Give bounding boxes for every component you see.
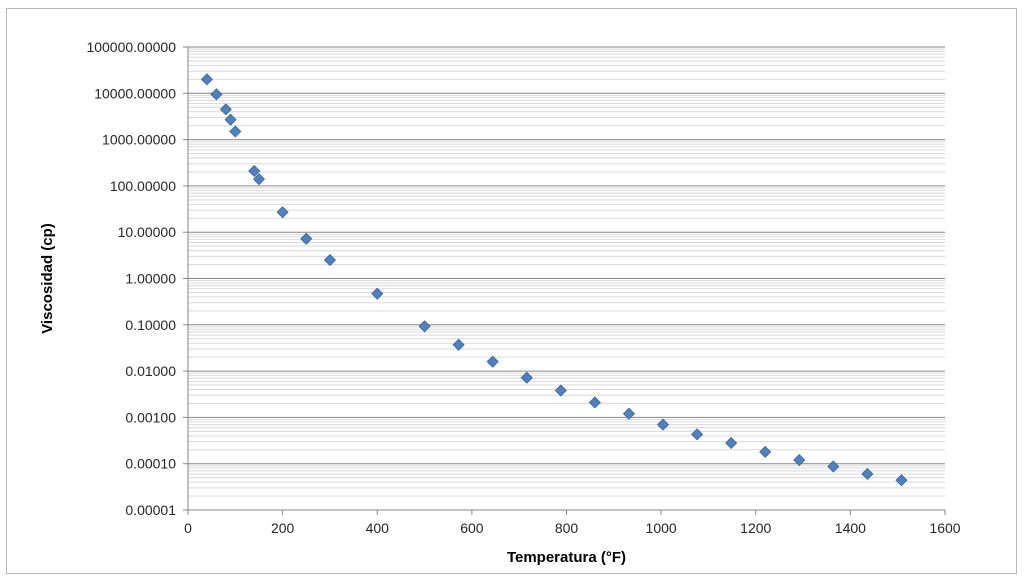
y-tick-label: 0.00001	[125, 502, 176, 518]
data-point	[371, 287, 384, 300]
data-point	[725, 436, 738, 450]
data-point	[793, 453, 806, 467]
data-markers	[200, 73, 908, 487]
major-gridlines	[188, 46, 945, 511]
x-tick-label: 1200	[740, 520, 771, 536]
y-tick-label: 100.00000	[110, 178, 176, 194]
data-point	[219, 103, 232, 116]
data-point	[418, 320, 431, 333]
data-point	[861, 467, 874, 481]
y-tick-label: 10.00000	[118, 224, 177, 240]
x-tick-label: 800	[555, 520, 579, 536]
data-point	[200, 73, 213, 86]
y-tick-label: 0.01000	[125, 363, 176, 379]
axes	[183, 46, 946, 515]
x-axis-tick-labels: 0 200 400 600 800 1000 1200 1400 1600	[184, 520, 961, 536]
x-tick-label: 1600	[929, 520, 960, 536]
y-tick-label: 1000.00000	[102, 132, 176, 148]
data-point	[759, 445, 772, 458]
data-point	[452, 338, 465, 351]
data-point	[895, 474, 908, 487]
data-point	[520, 371, 533, 384]
y-tick-label: 10000.00000	[94, 85, 176, 101]
chart-frame	[6, 8, 1017, 574]
y-tick-label: 100000.00000	[86, 39, 176, 55]
data-point	[486, 355, 499, 368]
y-axis-tick-labels: 0.00001 0.00010 0.00100 0.01000 0.10000 1.000…	[86, 39, 176, 518]
data-point	[588, 396, 601, 409]
data-point	[656, 418, 670, 431]
y-tick-label: 0.00100	[125, 409, 176, 425]
x-tick-label: 0	[184, 520, 192, 536]
data-point	[248, 164, 261, 178]
y-tick-label: 1.00000	[125, 271, 176, 287]
data-point	[323, 254, 337, 267]
data-point	[210, 88, 223, 101]
data-point	[300, 232, 313, 245]
x-tick-label: 1000	[646, 520, 677, 536]
data-point	[691, 428, 704, 441]
minor-gridlines	[188, 48, 945, 497]
data-point	[276, 206, 289, 219]
y-tick-label: 0.00010	[125, 456, 176, 472]
x-tick-label: 600	[460, 520, 484, 536]
x-tick-label: 400	[366, 520, 390, 536]
data-point	[224, 113, 237, 126]
x-tick-label: 1400	[835, 520, 866, 536]
data-point	[554, 384, 567, 397]
x-tick-label: 200	[271, 520, 295, 536]
y-axis-title: Viscosidad (cp)	[39, 223, 56, 334]
y-tick-label: 0.10000	[125, 317, 176, 333]
data-point	[229, 125, 242, 138]
x-axis-title: Temperatura (°F)	[507, 549, 626, 566]
data-point	[252, 173, 266, 186]
data-point	[827, 460, 840, 473]
data-point	[622, 407, 636, 420]
